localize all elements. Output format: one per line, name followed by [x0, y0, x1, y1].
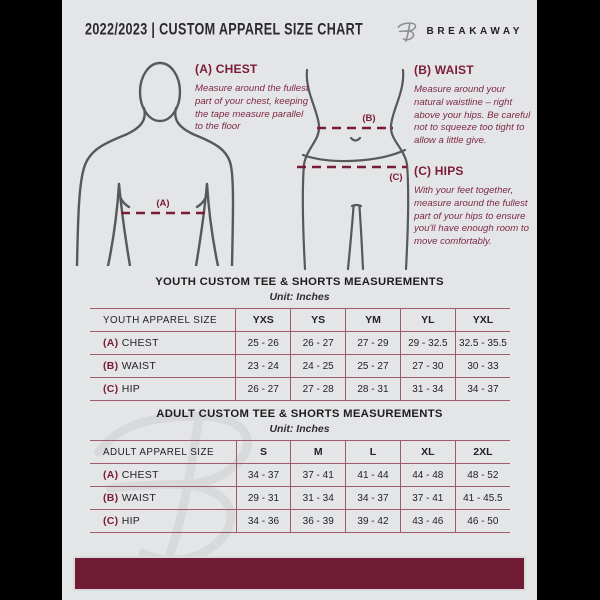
hips-guide-text: With your feet together, measure around … — [414, 185, 529, 247]
size-value-cell: 31 - 34 — [290, 486, 346, 510]
size-value-cell: 27 - 30 — [399, 354, 456, 378]
waist-line-label: (B) — [362, 113, 375, 124]
chest-guide-heading: (A) CHEST — [195, 62, 258, 76]
size-value-cell: 37 - 41 — [290, 463, 346, 487]
size-value-cell: 41 - 45.5 — [454, 486, 510, 510]
size-value-cell: 23 - 24 — [235, 354, 291, 378]
size-column-header: XL — [399, 440, 456, 464]
measurement-row: (B) WAIST 29 - 31 31 - 34 34 - 37 37 - 41 41 … — [90, 486, 510, 510]
measurement-row-label: (B) WAIST — [90, 354, 236, 378]
apparel-size-header: ADULT APPAREL SIZE — [90, 440, 237, 464]
hips-guide-heading: (C) HIPS — [414, 164, 464, 178]
size-value-cell: 43 - 46 — [399, 509, 456, 533]
youth-table-title: YOUTH CUSTOM TEE & SHORTS MEASUREMENTS — [155, 276, 444, 288]
size-value-cell: 25 - 26 — [235, 331, 291, 355]
footer-bar — [73, 556, 526, 591]
measurement-row-label: (C) HIP — [90, 509, 237, 533]
size-value-cell: 29 - 32.5 — [399, 331, 456, 355]
size-column-header: S — [235, 440, 291, 464]
row-label-prefix: (B) — [103, 360, 122, 372]
size-value-cell: 37 - 41 — [399, 486, 456, 510]
size-value-cell: 34 - 37 — [235, 463, 291, 487]
page-title: 2022/2023 | CUSTOM APPAREL SIZE CHART — [85, 20, 364, 39]
measurement-row-label: (C) HIP — [90, 377, 236, 401]
size-value-cell: 27 - 28 — [290, 377, 346, 401]
chest-line-label: (A) — [156, 198, 169, 209]
size-value-cell: 32.5 - 35.5 — [454, 331, 510, 355]
brand-name: BREAKAWAY — [426, 25, 523, 37]
breakaway-b-icon — [396, 22, 416, 43]
size-column-header: YXL — [454, 308, 510, 332]
size-value-cell: 26 - 27 — [235, 377, 291, 401]
youth-size-table: YOUTH APPAREL SIZE YXS YS YM YL YXL (A) CHEST 2… — [90, 308, 510, 401]
size-value-cell: 31 - 34 — [399, 377, 456, 401]
brand-logo-group: BREAKAWAY — [396, 18, 524, 44]
chest-guide-text: Measure around the fullest part of your … — [195, 83, 309, 133]
size-column-header: YXS — [235, 308, 291, 332]
row-label-prefix: (B) — [103, 492, 122, 504]
measurement-row: (A) CHEST 25 - 26 26 - 27 27 - 29 29 - 32.5 3… — [90, 331, 510, 355]
size-value-cell: 48 - 52 — [454, 463, 510, 487]
size-value-cell: 46 - 50 — [454, 509, 510, 533]
size-value-cell: 39 - 42 — [345, 509, 401, 533]
measurement-row: (C) HIP 26 - 27 27 - 28 28 - 31 31 - 34 34 - … — [90, 377, 510, 401]
size-column-header: YS — [290, 308, 346, 332]
chest-guide: (A) CHEST Measure around the fullest par… — [195, 62, 310, 134]
size-value-cell: 36 - 39 — [290, 509, 346, 533]
row-label-prefix: (C) — [103, 383, 122, 395]
size-value-cell: 29 - 31 — [235, 486, 291, 510]
waist-guide-text: Measure around your natural waistline – … — [414, 84, 531, 146]
size-value-cell: 34 - 37 — [454, 377, 510, 401]
size-value-cell: 34 - 37 — [345, 486, 401, 510]
size-value-cell: 41 - 44 — [345, 463, 401, 487]
row-label-prefix: (C) — [103, 515, 122, 527]
size-value-cell: 25 - 27 — [345, 354, 401, 378]
adult-table-title: ADULT CUSTOM TEE & SHORTS MEASUREMENTS — [156, 408, 443, 420]
size-column-header: YM — [345, 308, 401, 332]
measurement-row: (B) WAIST 23 - 24 24 - 25 25 - 27 27 - 30 30 … — [90, 354, 510, 378]
measurement-row-label: (B) WAIST — [90, 486, 237, 510]
measurement-row-label: (A) CHEST — [90, 463, 237, 487]
adult-size-table: ADULT APPAREL SIZE S M L XL 2XL (A) CHEST 34 - … — [90, 440, 510, 533]
row-label-prefix: (A) — [103, 337, 122, 349]
measurement-row: (A) CHEST 34 - 37 37 - 41 41 - 44 44 - 48 48 … — [90, 463, 510, 487]
size-column-header: YL — [399, 308, 456, 332]
measurement-row-label: (A) CHEST — [90, 331, 236, 355]
size-value-cell: 44 - 48 — [399, 463, 456, 487]
row-label-prefix: (A) — [103, 469, 122, 481]
torso-diagram: (A) — [75, 61, 235, 266]
table-header-row: YOUTH APPAREL SIZE YXS YS YM YL YXL — [90, 308, 510, 332]
table-header-row: ADULT APPAREL SIZE S M L XL 2XL — [90, 440, 510, 464]
waist-guide-heading: (B) WAIST — [414, 63, 474, 77]
adult-table-unit: Unit: Inches — [269, 423, 330, 435]
size-column-header: L — [345, 440, 401, 464]
hip-line-label: (C) — [389, 172, 402, 183]
size-value-cell: 34 - 36 — [235, 509, 291, 533]
youth-table-unit: Unit: Inches — [269, 291, 330, 303]
size-value-cell: 30 - 33 — [454, 354, 510, 378]
size-column-header: M — [290, 440, 346, 464]
size-value-cell: 26 - 27 — [290, 331, 346, 355]
measurement-row: (C) HIP 34 - 36 36 - 39 39 - 42 43 - 46 46 - … — [90, 509, 510, 533]
size-column-header: 2XL — [454, 440, 510, 464]
lower-body-diagram: (B) (C) — [297, 68, 410, 271]
hips-guide: (C) HIPS With your feet together, measur… — [414, 164, 533, 249]
size-value-cell: 27 - 29 — [345, 331, 401, 355]
waist-guide: (B) WAIST Measure around your natural wa… — [414, 63, 533, 148]
apparel-size-header: YOUTH APPAREL SIZE — [90, 308, 236, 332]
chart-page: 2022/2023 | CUSTOM APPAREL SIZE CHART BR… — [62, 0, 537, 600]
size-value-cell: 24 - 25 — [290, 354, 346, 378]
size-value-cell: 28 - 31 — [345, 377, 401, 401]
